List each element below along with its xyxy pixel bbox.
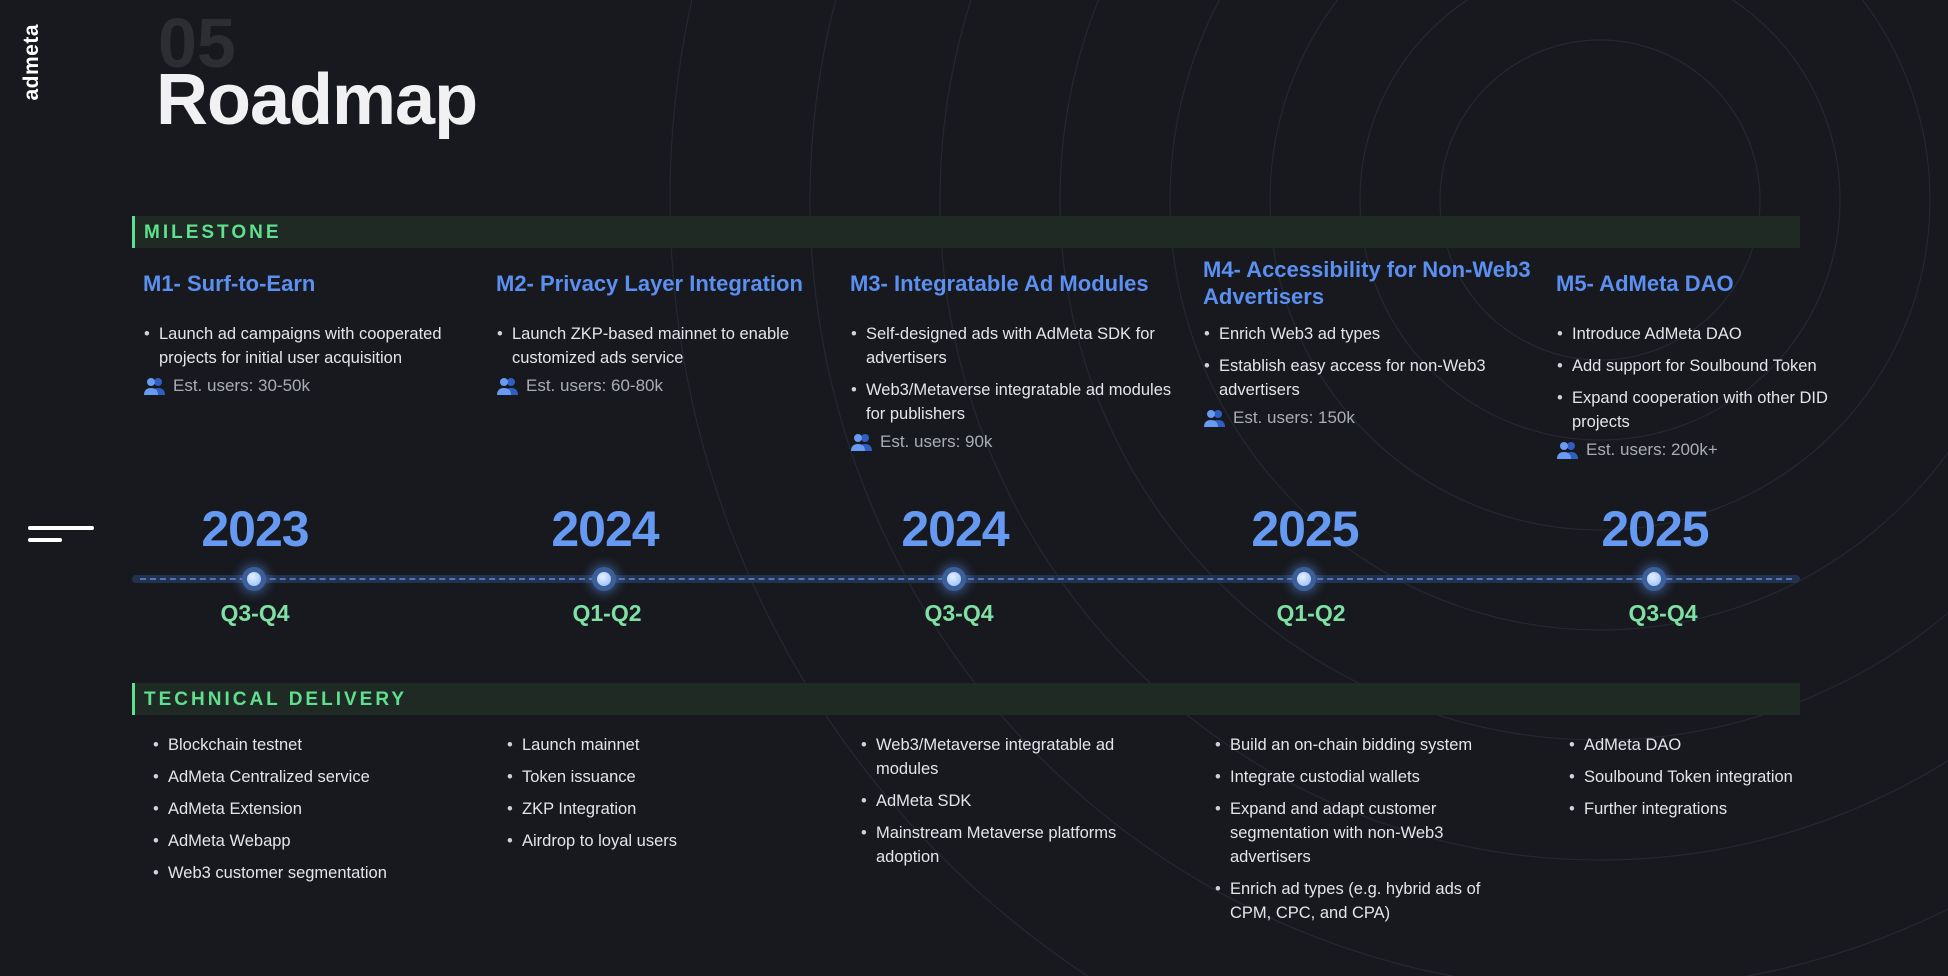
milestone-title: M3- Integratable Ad Modules bbox=[850, 270, 1149, 296]
technical-delivery-band: TECHNICAL DELIVERY bbox=[132, 683, 1800, 715]
milestone-label: MILESTONE bbox=[144, 222, 282, 243]
technical-bullet: Airdrop to loyal users bbox=[506, 829, 816, 853]
technical-column-2: Launch mainnet Token issuance ZKP Integr… bbox=[506, 733, 816, 861]
milestone-bullet: Expand cooperation with other DID projec… bbox=[1556, 386, 1876, 434]
technical-bullet: Build an on-chain bidding system bbox=[1214, 733, 1524, 757]
section-number: 05 bbox=[158, 4, 236, 82]
technical-delivery-label: TECHNICAL DELIVERY bbox=[144, 689, 408, 710]
users-icon bbox=[1557, 442, 1578, 459]
timeline-quarter: Q3-Q4 bbox=[220, 600, 290, 626]
brand-logo: admeta bbox=[20, 24, 43, 101]
technical-bullet: Token issuance bbox=[506, 765, 816, 789]
milestone-bullet: Launch ZKP-based mainnet to enable custo… bbox=[496, 322, 826, 370]
technical-bullet: Soulbound Token integration bbox=[1568, 765, 1868, 789]
technical-bullet: AdMeta DAO bbox=[1568, 733, 1868, 757]
technical-bullet: Further integrations bbox=[1568, 797, 1868, 821]
estimated-users-text: Est. users: 200k+ bbox=[1586, 440, 1718, 459]
milestone-m3: M3- Integratable Ad Modules Self-designe… bbox=[850, 256, 1180, 452]
timeline-quarter: Q1-Q2 bbox=[572, 600, 642, 626]
milestone-bullet: Web3/Metaverse integratable ad modules f… bbox=[850, 378, 1180, 426]
milestone-m4: M4- Accessibility for Non-Web3 Advertise… bbox=[1203, 256, 1533, 428]
milestone-title: M2- Privacy Layer Integration bbox=[496, 270, 803, 296]
timeline-node bbox=[1642, 567, 1666, 591]
users-icon bbox=[1204, 410, 1225, 427]
technical-bullet: Web3 customer segmentation bbox=[152, 861, 462, 885]
timeline-year: 2025 bbox=[1601, 501, 1709, 557]
technical-bullet: AdMeta SDK bbox=[860, 789, 1170, 813]
milestone-title: M5- AdMeta DAO bbox=[1556, 270, 1734, 296]
milestone-m1: M1- Surf-to-Earn Launch ad campaigns wit… bbox=[143, 256, 473, 396]
timeline-quarter: Q3-Q4 bbox=[924, 600, 994, 626]
technical-bullet: Web3/Metaverse integratable ad modules bbox=[860, 733, 1170, 781]
technical-bullet: ZKP Integration bbox=[506, 797, 816, 821]
users-icon bbox=[851, 434, 872, 451]
milestone-bullet: Establish easy access for non-Web3 adver… bbox=[1203, 354, 1533, 402]
technical-bullet: Expand and adapt customer segmentation w… bbox=[1214, 797, 1524, 869]
timeline-quarter: Q3-Q4 bbox=[1628, 600, 1698, 626]
estimated-users-text: Est. users: 90k bbox=[880, 432, 993, 451]
estimated-users: Est. users: 60-80k bbox=[496, 376, 826, 396]
milestone-bullet: Enrich Web3 ad types bbox=[1203, 322, 1533, 346]
technical-bullet: Mainstream Metaverse platforms adoption bbox=[860, 821, 1170, 869]
milestone-title: M4- Accessibility for Non-Web3 Advertise… bbox=[1203, 257, 1531, 309]
page-title: Roadmap bbox=[156, 60, 478, 140]
timeline-dashes bbox=[140, 578, 1792, 580]
timeline-node bbox=[242, 567, 266, 591]
estimated-users-text: Est. users: 60-80k bbox=[526, 376, 664, 395]
technical-bullet: Blockchain testnet bbox=[152, 733, 462, 757]
timeline-node bbox=[1292, 567, 1316, 591]
estimated-users: Est. users: 150k bbox=[1203, 408, 1533, 428]
timeline-node bbox=[942, 567, 966, 591]
milestone-bullet: Launch ad campaigns with cooperated proj… bbox=[143, 322, 473, 370]
technical-column-1: Blockchain testnet AdMeta Centralized se… bbox=[152, 733, 462, 893]
estimated-users: Est. users: 90k bbox=[850, 432, 1180, 452]
timeline-year: 2024 bbox=[551, 501, 659, 557]
estimated-users-text: Est. users: 30-50k bbox=[173, 376, 311, 395]
timeline-quarter: Q1-Q2 bbox=[1276, 600, 1346, 626]
timeline-year: 2025 bbox=[1251, 501, 1359, 557]
technical-bullet: AdMeta Extension bbox=[152, 797, 462, 821]
technical-bullet: Integrate custodial wallets bbox=[1214, 765, 1524, 789]
timeline-year: 2024 bbox=[901, 501, 1009, 557]
estimated-users-text: Est. users: 150k bbox=[1233, 408, 1355, 427]
timeline-node bbox=[592, 567, 616, 591]
users-icon bbox=[497, 378, 518, 395]
users-icon bbox=[144, 378, 165, 395]
technical-column-5: AdMeta DAO Soulbound Token integration F… bbox=[1568, 733, 1868, 829]
milestone-bullet: Self-designed ads with AdMeta SDK for ad… bbox=[850, 322, 1180, 370]
milestone-bullet: Introduce AdMeta DAO bbox=[1556, 322, 1876, 346]
estimated-users: Est. users: 200k+ bbox=[1556, 440, 1876, 460]
milestone-bullet: Add support for Soulbound Token bbox=[1556, 354, 1876, 378]
menu-lines-icon bbox=[28, 526, 94, 550]
technical-bullet: AdMeta Webapp bbox=[152, 829, 462, 853]
milestone-band: MILESTONE bbox=[132, 216, 1800, 248]
milestone-m5: M5- AdMeta DAO Introduce AdMeta DAO Add … bbox=[1556, 256, 1876, 460]
estimated-users: Est. users: 30-50k bbox=[143, 376, 473, 396]
technical-bullet: Enrich ad types (e.g. hybrid ads of CPM,… bbox=[1214, 877, 1524, 925]
milestone-m2: M2- Privacy Layer Integration Launch ZKP… bbox=[496, 256, 826, 396]
technical-bullet: Launch mainnet bbox=[506, 733, 816, 757]
technical-column-4: Build an on-chain bidding system Integra… bbox=[1214, 733, 1524, 933]
technical-column-3: Web3/Metaverse integratable ad modules A… bbox=[860, 733, 1170, 877]
milestone-title: M1- Surf-to-Earn bbox=[143, 270, 316, 296]
technical-bullet: AdMeta Centralized service bbox=[152, 765, 462, 789]
timeline-year: 2023 bbox=[201, 501, 309, 557]
